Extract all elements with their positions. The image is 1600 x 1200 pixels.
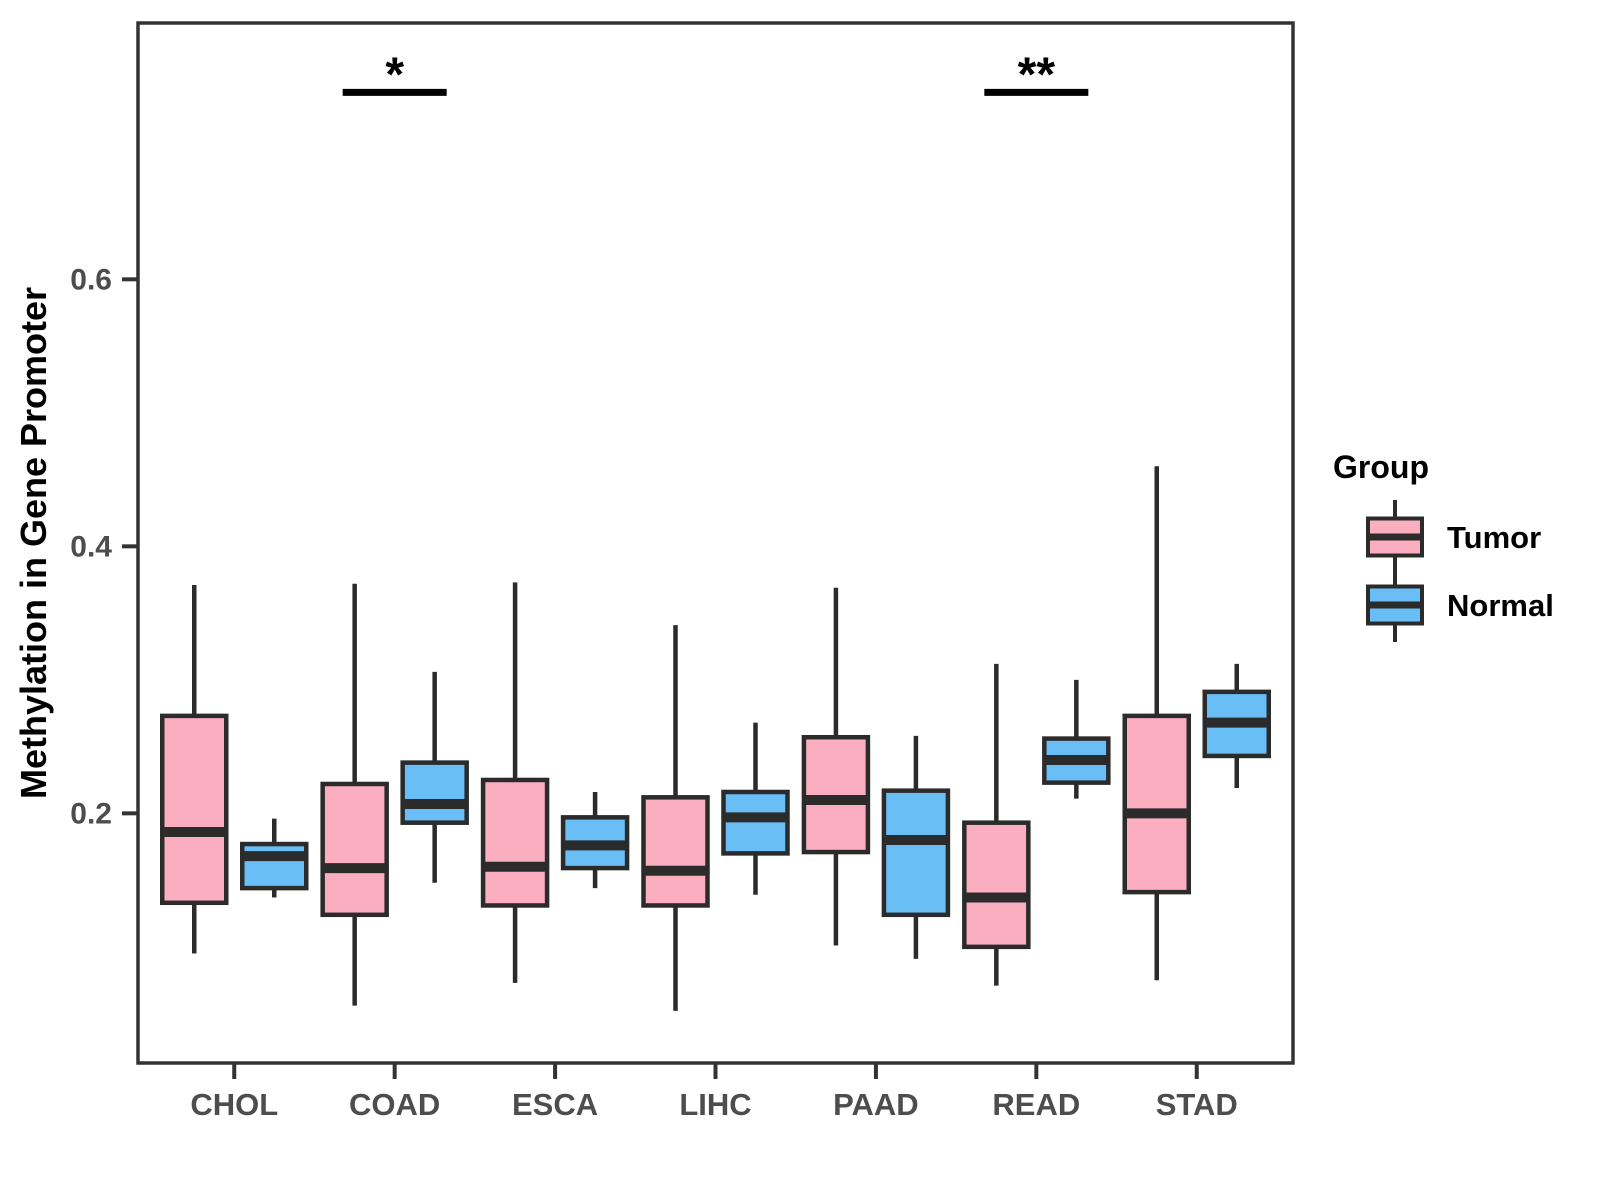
legend-title: Group — [1333, 449, 1429, 485]
x-category-label-paad: PAAD — [833, 1087, 919, 1122]
boxplot-CHOL-tumor — [160, 585, 229, 954]
boxplot-COAD-tumor — [320, 583, 389, 1006]
boxplot-ESCA-tumor — [480, 582, 550, 983]
boxplot-PAAD-tumor — [801, 587, 871, 946]
box-CHOL-tumor — [160, 713, 229, 906]
boxplot-LIHC-tumor — [641, 625, 710, 1011]
box-PAAD-normal — [881, 788, 951, 918]
significance-layer: * ** — [342, 48, 1089, 101]
axes-layer: 0.2 0.4 0.6 CHOL COAD ESCA LIHC PAAD READ STAD — [70, 21, 1295, 1122]
y-tick-label: 0.6 — [70, 263, 112, 296]
box-CHOL-normal — [240, 841, 309, 891]
legend-entry-tumor: Tumor — [1366, 500, 1541, 574]
boxplot-STAD-normal — [1202, 663, 1271, 788]
y-tick-label: 0.2 — [70, 797, 112, 830]
legend-label-normal: Normal — [1447, 588, 1554, 623]
boxplot-CHOL-normal — [240, 818, 309, 898]
boxplot-STAD-tumor — [1122, 466, 1191, 981]
x-category-label-stad: STAD — [1156, 1087, 1238, 1122]
x-category-label-lihc: LIHC — [679, 1087, 751, 1122]
significance-read: ** — [984, 48, 1089, 101]
legend-label-tumor: Tumor — [1447, 520, 1541, 555]
boxplot-READ-tumor — [962, 663, 1031, 986]
x-category-label-read: READ — [992, 1087, 1080, 1122]
box-PAAD-tumor — [801, 734, 871, 855]
boxplot-COAD-normal — [400, 671, 469, 883]
y-axis-title: Methylation in Gene Promoter — [13, 287, 54, 799]
legend-entry-normal: Normal — [1366, 568, 1554, 642]
boxplot-READ-normal — [1042, 679, 1111, 799]
significance-stars: ** — [1018, 48, 1056, 101]
legend-layer: Tumor Normal — [1366, 500, 1554, 642]
significance-coad: * — [342, 48, 447, 101]
x-category-label-chol: CHOL — [190, 1087, 278, 1122]
significance-stars: * — [385, 48, 404, 101]
box-ESCA-tumor — [480, 777, 550, 908]
box-COAD-tumor — [320, 781, 389, 918]
plot-panel-border — [136, 21, 1295, 1065]
box-LIHC-normal — [721, 789, 790, 856]
boxplot-LIHC-normal — [721, 722, 790, 895]
box-LIHC-tumor — [641, 795, 710, 908]
y-tick-label: 0.4 — [70, 530, 112, 563]
boxes-layer — [160, 466, 1271, 1011]
x-category-label-esca: ESCA — [512, 1087, 598, 1122]
box-READ-tumor — [962, 820, 1031, 950]
box-COAD-normal — [400, 760, 469, 825]
boxplot-PAAD-normal — [881, 735, 951, 959]
x-category-label-coad: COAD — [349, 1087, 440, 1122]
boxplot-ESCA-normal — [560, 791, 630, 889]
box-STAD-tumor — [1122, 713, 1191, 895]
